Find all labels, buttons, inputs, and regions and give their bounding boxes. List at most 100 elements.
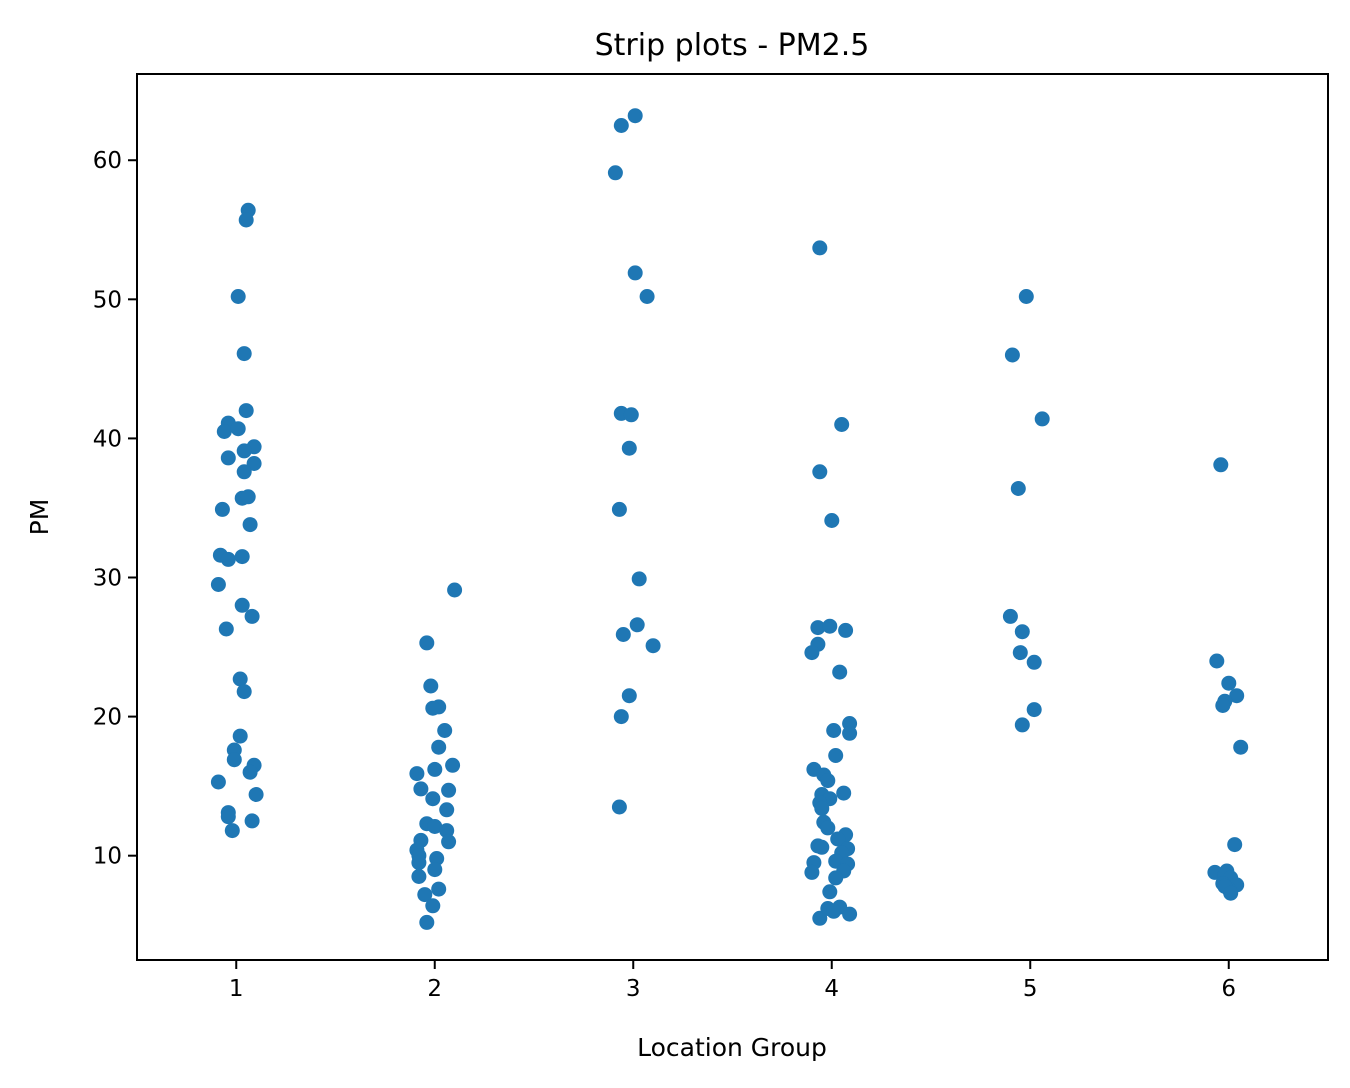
data-point [411,855,427,871]
data-point [238,212,254,228]
x-tick-label: 6 [1221,976,1236,1002]
data-point [830,831,846,847]
data-point [427,862,443,878]
data-point [615,627,631,642]
data-point [232,671,248,687]
y-tick-label: 40 [93,426,122,452]
data-point [1010,481,1026,496]
data-point [828,870,844,886]
data-point [1213,457,1229,473]
strip-group-1 [210,202,264,839]
data-point [429,851,445,866]
data-point [1233,739,1249,755]
data-point [445,757,461,773]
data-point [834,417,850,432]
y-tick-label: 60 [93,148,122,174]
data-point [627,265,643,281]
data-point [234,597,250,613]
data-point [447,582,463,598]
data-point [220,551,236,567]
data-point [236,464,252,480]
data-point [842,725,858,741]
data-point [810,620,826,636]
data-point [1221,675,1237,691]
data-point [623,407,639,423]
x-tick-label: 1 [229,976,244,1002]
data-point [613,709,629,725]
data-point [234,549,250,565]
data-point [838,622,854,638]
data-point [812,240,828,256]
data-point [236,346,252,362]
data-point [639,289,655,304]
data-point [427,819,443,834]
data-point [607,165,623,181]
x-axis: 1 2 3 4 5 6 [229,960,1236,1002]
data-point [210,774,226,790]
data-point [236,684,252,700]
data-point [814,839,830,855]
data-point [1026,654,1042,670]
plot-frame [136,73,1329,961]
data-point [439,802,455,818]
strip-group-4 [804,240,858,926]
data-point [242,764,258,780]
x-axis-title: Location Group [637,1033,827,1062]
data-point [1215,698,1231,713]
data-point [1014,717,1030,733]
data-point [246,456,262,471]
data-point [621,688,637,704]
chart-title: Strip plots - PM2.5 [595,28,870,63]
data-point [242,517,258,533]
data-point [409,766,425,782]
data-point [431,881,447,897]
data-point [1014,624,1030,640]
data-point [226,752,242,768]
data-point [413,781,429,797]
data-point [814,800,830,816]
data-point [804,645,820,661]
data-point [824,513,840,528]
data-point [826,903,842,919]
strip-group-3 [607,108,661,815]
data-point [836,785,852,801]
data-point [645,638,661,654]
data-point [621,440,637,456]
data-point [224,823,240,839]
data-point [832,664,848,680]
data-point [427,761,443,777]
data-point [1018,289,1034,304]
data-point [613,118,629,133]
data-point [1229,688,1245,704]
data-point [419,914,435,930]
data-point [236,443,252,459]
data-point [1034,411,1050,427]
data-point [425,700,441,716]
data-point [842,906,858,922]
data-point [244,813,260,829]
data-point [423,678,439,694]
data-point [214,501,230,517]
data-point [230,421,246,437]
x-tick-label: 4 [824,976,839,1002]
data-point [822,618,838,634]
y-axis-title: PM [25,499,54,536]
data-point [441,782,457,798]
data-point [1012,645,1028,661]
data-point [419,635,435,651]
y-tick-label: 30 [93,566,122,592]
data-point [826,723,842,738]
data-point [812,464,828,480]
y-tick-label: 50 [93,287,122,313]
data-point [439,823,455,839]
strip-group-6 [1207,457,1249,901]
data-point [1004,347,1020,363]
data-point [220,450,236,466]
data-point [627,108,643,124]
data-point [1227,837,1243,853]
data-point [216,424,232,439]
data-point [611,799,627,815]
data-point [631,571,647,587]
